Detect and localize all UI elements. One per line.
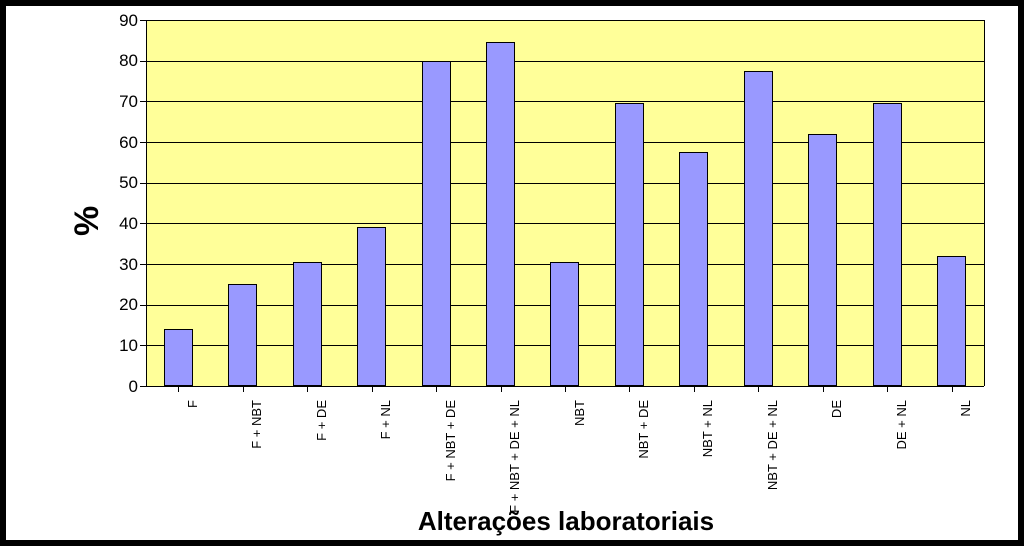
x-category-label: DE + NL: [894, 400, 909, 530]
y-tick-label: 30: [98, 255, 138, 275]
bar: [486, 42, 515, 386]
x-tick: [372, 386, 373, 392]
y-tick: [140, 20, 146, 21]
x-tick: [823, 386, 824, 392]
y-tick-label: 70: [98, 92, 138, 112]
y-tick-label: 50: [98, 173, 138, 193]
bar: [550, 262, 579, 386]
y-tick: [140, 61, 146, 62]
grid-line: [146, 223, 984, 224]
bar: [744, 71, 773, 386]
grid-line: [146, 61, 984, 62]
bar: [873, 103, 902, 386]
x-tick: [501, 386, 502, 392]
y-tick: [140, 223, 146, 224]
y-tick-label: 20: [98, 295, 138, 315]
x-category-label: F + NBT: [249, 400, 264, 530]
x-category-label: NL: [958, 400, 973, 530]
x-category-label: F: [185, 400, 200, 530]
bar: [808, 134, 837, 386]
x-tick: [629, 386, 630, 392]
grid-line: [146, 101, 984, 102]
plot-area: [146, 20, 984, 386]
x-tick: [887, 386, 888, 392]
bar: [164, 329, 193, 386]
grid-line: [146, 142, 984, 143]
bar: [679, 152, 708, 386]
bar: [228, 284, 257, 386]
x-tick: [694, 386, 695, 392]
chart-frame: % Alterações laboratoriais 0102030405060…: [0, 0, 1024, 546]
y-tick: [140, 386, 146, 387]
y-tick-label: 90: [98, 11, 138, 31]
y-tick: [140, 183, 146, 184]
grid-line: [146, 20, 984, 21]
x-category-label: NBT + NL: [700, 400, 715, 530]
y-tick: [140, 101, 146, 102]
x-category-label: NBT + DE: [636, 400, 651, 530]
x-tick: [243, 386, 244, 392]
y-tick-label: 0: [98, 377, 138, 397]
x-tick: [178, 386, 179, 392]
x-tick: [307, 386, 308, 392]
bar: [615, 103, 644, 386]
y-tick: [140, 305, 146, 306]
y-tick: [140, 142, 146, 143]
grid-line: [146, 183, 984, 184]
x-category-label: F + DE: [314, 400, 329, 530]
x-category-label: F + NBT + DE: [443, 400, 458, 530]
y-tick-label: 40: [98, 214, 138, 234]
x-tick: [758, 386, 759, 392]
y-tick: [140, 345, 146, 346]
bar: [937, 256, 966, 386]
y-tick: [140, 264, 146, 265]
y-tick-label: 10: [98, 336, 138, 356]
x-category-label: DE: [829, 400, 844, 530]
bar: [357, 227, 386, 386]
x-category-label: NBT + DE + NL: [765, 400, 780, 530]
y-tick-label: 60: [98, 133, 138, 153]
x-tick: [565, 386, 566, 392]
bar: [293, 262, 322, 386]
axis-line: [146, 20, 147, 386]
axis-line: [984, 20, 985, 386]
x-category-label: NBT: [572, 400, 587, 530]
y-tick-label: 80: [98, 51, 138, 71]
x-tick: [436, 386, 437, 392]
bar: [422, 61, 451, 386]
x-category-label: F + NL: [378, 400, 393, 530]
x-tick: [952, 386, 953, 392]
x-category-label: F + NBT + DE + NL: [507, 400, 522, 530]
